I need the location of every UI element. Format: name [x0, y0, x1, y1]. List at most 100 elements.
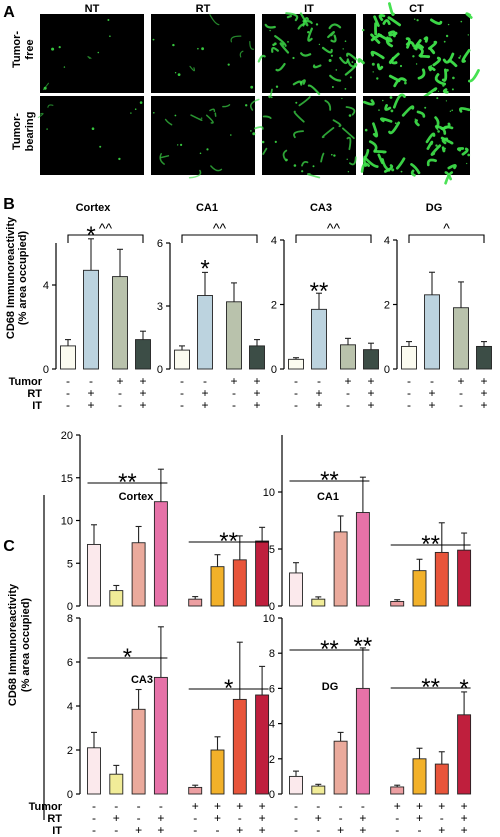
significance-stars: ** [118, 469, 137, 496]
sign-mark: + [87, 386, 94, 400]
panel-b-row-label: Tumor [9, 376, 43, 388]
bar [401, 345, 417, 370]
microglia-dot [437, 90, 440, 92]
microglia-signal [378, 13, 386, 21]
microglia-dot [271, 96, 273, 99]
bar [153, 501, 168, 607]
bar [457, 549, 472, 607]
sign-mark: - [407, 374, 411, 388]
sign-mark: - [137, 811, 141, 825]
microglia-signal [274, 35, 287, 47]
microglia-dot [446, 68, 449, 72]
bar [390, 786, 405, 795]
microglia-dot [349, 76, 352, 79]
sign-mark: + [192, 799, 199, 813]
microglia-signal [376, 63, 384, 71]
sign-mark: - [294, 823, 298, 837]
microglia-signal [164, 118, 173, 126]
microglia-dot [174, 72, 177, 74]
sign-mark: - [339, 799, 343, 813]
microglia-dot [348, 114, 352, 117]
panel-c-row-label: Tumor [29, 801, 63, 813]
microglia-signal [262, 147, 268, 155]
microglia-dot [307, 31, 310, 34]
microglia-dot [275, 85, 279, 88]
microglia-dot [295, 101, 298, 104]
bar [131, 708, 146, 795]
microglia-signal [377, 153, 384, 165]
significance-stars: ** [320, 467, 339, 494]
sign-mark: - [114, 799, 118, 813]
microglia-signal [324, 99, 332, 111]
sign-mark: + [480, 386, 487, 400]
microglia-dot [51, 47, 55, 51]
microglia-dot [99, 145, 102, 148]
micrograph-tile [262, 14, 356, 93]
microglia-signal [189, 65, 196, 72]
bar [135, 339, 151, 370]
sign-mark: - [114, 823, 118, 837]
sign-mark: + [259, 799, 266, 813]
sign-mark: + [461, 823, 468, 837]
microglia-signal [368, 140, 378, 153]
microglia-dot [274, 140, 277, 143]
microglia-dot [342, 48, 344, 50]
sign-mark: - [180, 398, 184, 412]
bar [453, 307, 469, 370]
micrograph-tile [40, 96, 144, 175]
bar-stars: ** [354, 633, 373, 660]
microglia-dot [285, 158, 288, 162]
y-tick-label: 2 [384, 300, 390, 312]
microglia-dot [404, 81, 407, 85]
microglia-signal [297, 23, 305, 30]
bar-stars: ** [310, 278, 329, 305]
microglia-dot [152, 38, 155, 41]
microglia-signal [286, 14, 293, 19]
microglia-dot [444, 147, 446, 150]
bar [112, 276, 128, 370]
panel-a-col-label: CT [409, 3, 424, 15]
bar [390, 600, 405, 607]
microglia-dot [43, 86, 47, 90]
sign-mark: + [236, 799, 243, 813]
sign-mark: + [259, 823, 266, 837]
microglia-dot [180, 143, 183, 146]
microglia-signal [380, 117, 393, 123]
microglia-signal [341, 127, 355, 140]
microglia-dot [459, 55, 462, 57]
sign-mark: + [359, 811, 366, 825]
microglia-signal [428, 40, 438, 50]
sign-mark: + [367, 386, 374, 400]
significance-bracket [408, 234, 485, 243]
microglia-dot [378, 109, 380, 111]
sign-mark: - [395, 811, 399, 825]
microglia-signal [465, 12, 473, 19]
y-tick-label: 5 [269, 544, 275, 556]
microglia-signal [254, 126, 264, 130]
microglia-signal [329, 74, 342, 82]
microglia-signal [382, 19, 391, 25]
sign-mark: - [346, 398, 350, 412]
microglia-dot [107, 19, 110, 21]
microglia-signal [285, 12, 299, 22]
y-tick-label: 10 [61, 516, 73, 528]
sign-mark: - [232, 386, 236, 400]
bar [355, 512, 370, 607]
sign-mark: + [253, 398, 260, 412]
sign-mark: - [294, 799, 298, 813]
microglia-signal [414, 119, 420, 127]
microglia-dot [386, 167, 388, 169]
microglia-signal [384, 104, 392, 111]
microglia-dot [97, 51, 100, 54]
panel-c-ylabel: CD68 Immunoreactivity [7, 583, 19, 706]
sign-mark: - [66, 374, 70, 388]
sign-mark: + [461, 811, 468, 825]
microglia-signal [388, 74, 401, 83]
microglia-dot [130, 112, 132, 114]
microglia-signal [209, 108, 216, 113]
microglia-signal [264, 23, 276, 29]
microglia-signal [312, 64, 322, 69]
microglia-dot [252, 132, 256, 136]
microglia-signal [330, 34, 337, 43]
microglia-signal [87, 55, 92, 59]
